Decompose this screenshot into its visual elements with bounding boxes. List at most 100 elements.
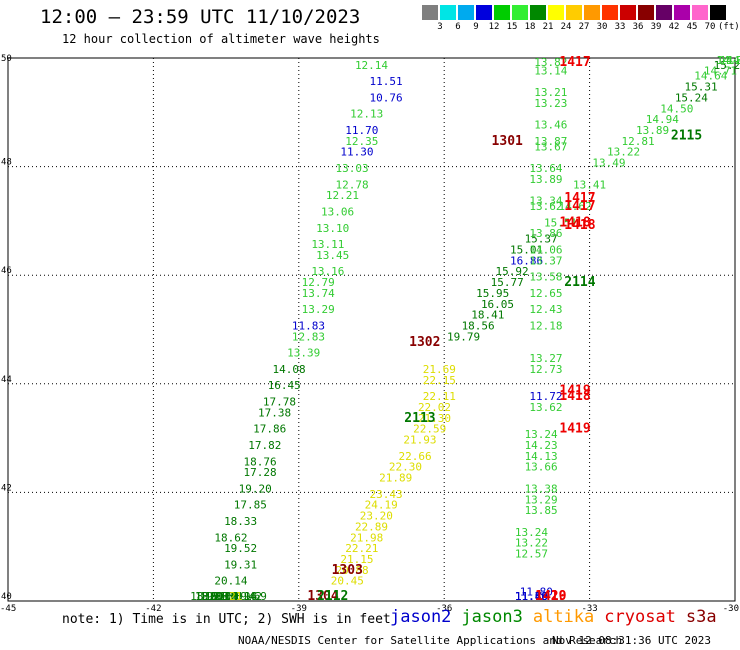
swh-value: 14 bbox=[726, 54, 740, 67]
swh-value: 19.94 bbox=[224, 590, 257, 603]
colorbar-swatch bbox=[638, 5, 654, 20]
swh-value: 15.31 bbox=[685, 81, 718, 94]
colorbar-tick-label: 12 bbox=[488, 22, 500, 32]
x-tick-label: -33 bbox=[581, 604, 597, 614]
swh-value: 12.79 bbox=[302, 276, 335, 289]
colorbar-swatch bbox=[530, 5, 546, 20]
x-tick-label: -39 bbox=[291, 604, 307, 614]
colorbar-tick-label: 70 bbox=[704, 22, 716, 32]
colorbar-tick-label: 24 bbox=[560, 22, 572, 32]
swh-value: 19.52 bbox=[224, 542, 257, 555]
swh-value: 13.74 bbox=[302, 287, 335, 300]
swh-value: 14.13 bbox=[525, 450, 558, 463]
swh-value: 22.15 bbox=[423, 374, 456, 387]
swh-value: 14.94 bbox=[716, 54, 740, 67]
swh-value: 11.72 bbox=[529, 390, 562, 403]
colorbar-tick-label: 27 bbox=[578, 22, 590, 32]
swh-value: 18.16 bbox=[224, 590, 257, 603]
chart-subtitle: 12 hour collection of altimeter wave hei… bbox=[62, 32, 380, 46]
swh-value: 13.85 bbox=[525, 504, 558, 517]
swh-value: 11.51 bbox=[369, 75, 402, 88]
swh-value: 13.86 bbox=[529, 227, 562, 240]
swh-value: 16.86 bbox=[510, 254, 543, 267]
swh-value: 13.87 bbox=[534, 135, 567, 148]
swh-value: 18.41 bbox=[471, 309, 504, 322]
pass-id-label: 1304 bbox=[307, 589, 338, 604]
swh-value: 20.16 bbox=[210, 590, 243, 603]
swh-value: 14.8 bbox=[720, 54, 740, 67]
x-tick-label: -36 bbox=[436, 604, 452, 614]
swh-value: 11.30 bbox=[340, 146, 373, 159]
swh-value: 13.64 bbox=[529, 162, 562, 175]
x-tick-label: -45 bbox=[0, 604, 16, 614]
swh-value: 22.02 bbox=[418, 401, 451, 414]
pass-id-label: 1417 bbox=[559, 55, 590, 70]
swh-value: 20.14 bbox=[214, 575, 247, 588]
colorbar-swatch bbox=[620, 5, 636, 20]
swh-value: 11.86 bbox=[515, 590, 548, 603]
swh-value: 13.29 bbox=[525, 493, 558, 506]
swh-value: 12.57 bbox=[515, 548, 548, 561]
swh-value: 21.30 bbox=[418, 412, 451, 425]
swh-value: 15.95 bbox=[476, 287, 509, 300]
colorbar-swatch bbox=[584, 5, 600, 20]
swh-value: 21.98 bbox=[350, 531, 383, 544]
swh-value: 13.23 bbox=[534, 97, 567, 110]
swh-value: 20.88 bbox=[336, 564, 369, 577]
swh-value: 18.76 bbox=[243, 455, 276, 468]
swh-value: 12.13 bbox=[350, 108, 383, 121]
colorbar-swatch bbox=[476, 5, 492, 20]
swh-value: 22.59 bbox=[413, 423, 446, 436]
swh-value: 13.89 bbox=[636, 124, 669, 137]
swh-value: 12.43 bbox=[529, 303, 562, 316]
swh-value: 13.82 bbox=[534, 56, 567, 69]
satellite-legend: jason2 jason3 altika cryosat s3a bbox=[390, 607, 727, 627]
colorbar-tick-label: 18 bbox=[524, 22, 536, 32]
swh-value: 13.45 bbox=[316, 249, 349, 262]
swh-value: 13.46 bbox=[534, 119, 567, 132]
swh-value: 13.10 bbox=[316, 222, 349, 235]
swh-value: 18.39 bbox=[195, 590, 228, 603]
swh-value: 11.83 bbox=[292, 320, 325, 333]
colorbar-tick-label: 3 bbox=[437, 22, 443, 32]
y-tick-label: 48 bbox=[1, 158, 12, 168]
swh-value: 13.14 bbox=[534, 64, 567, 77]
swh-value: 16.05 bbox=[481, 298, 514, 311]
pass-id-label: 1419 bbox=[559, 384, 590, 399]
legend-entry-s3a: s3a bbox=[685, 607, 717, 627]
swh-value: 11.79 bbox=[515, 590, 548, 603]
colorbar-swatch bbox=[710, 5, 726, 20]
generated-timestamp: Nov 12 08:31:36 UTC 2023 bbox=[552, 634, 711, 647]
colorbar-swatch bbox=[566, 5, 582, 20]
swh-value: 13.62 bbox=[529, 401, 562, 414]
swh-value: 21.15 bbox=[340, 553, 373, 566]
swh-value: 15.51 bbox=[544, 216, 577, 229]
pass-id-label: 1417 bbox=[564, 191, 595, 206]
swh-value: 14.08 bbox=[273, 363, 306, 376]
colorbar-swatch bbox=[674, 5, 690, 20]
swh-value: 11.18 bbox=[515, 590, 548, 603]
swh-value: 22.30 bbox=[389, 461, 422, 474]
axis-ticks: -45 -42 -39 -36 -33 -30 40 42 44 46 48 50 bbox=[0, 54, 739, 614]
pass-id-label: 2113 bbox=[404, 411, 435, 426]
swh-value: 17.86 bbox=[253, 423, 286, 436]
swh-value: 14.23 bbox=[525, 439, 558, 452]
colorbar-swatch bbox=[512, 5, 528, 20]
swh-value: 13.24 bbox=[525, 428, 558, 441]
swh-value: 13.37 bbox=[529, 254, 562, 267]
swh-value: 12.14 bbox=[355, 59, 388, 72]
swh-value: 11.63 bbox=[515, 590, 548, 603]
swh-value: 18.56 bbox=[462, 320, 495, 333]
pass-id-label: 2114 bbox=[564, 275, 595, 290]
swh-value: 13.67 bbox=[534, 140, 567, 153]
colorbar-swatch bbox=[422, 5, 438, 20]
colorbar-swatch bbox=[458, 5, 474, 20]
swh-value: 15.92 bbox=[495, 265, 528, 278]
swh-value: 12.65 bbox=[529, 287, 562, 300]
swh-value: 21.69 bbox=[423, 363, 456, 376]
swh-value: 21.89 bbox=[379, 472, 412, 485]
swh-value: 18.33 bbox=[224, 515, 257, 528]
y-tick-label: 42 bbox=[1, 483, 12, 493]
swh-value: 15.22 bbox=[714, 59, 740, 72]
pass-id-label: 1302 bbox=[409, 335, 440, 350]
